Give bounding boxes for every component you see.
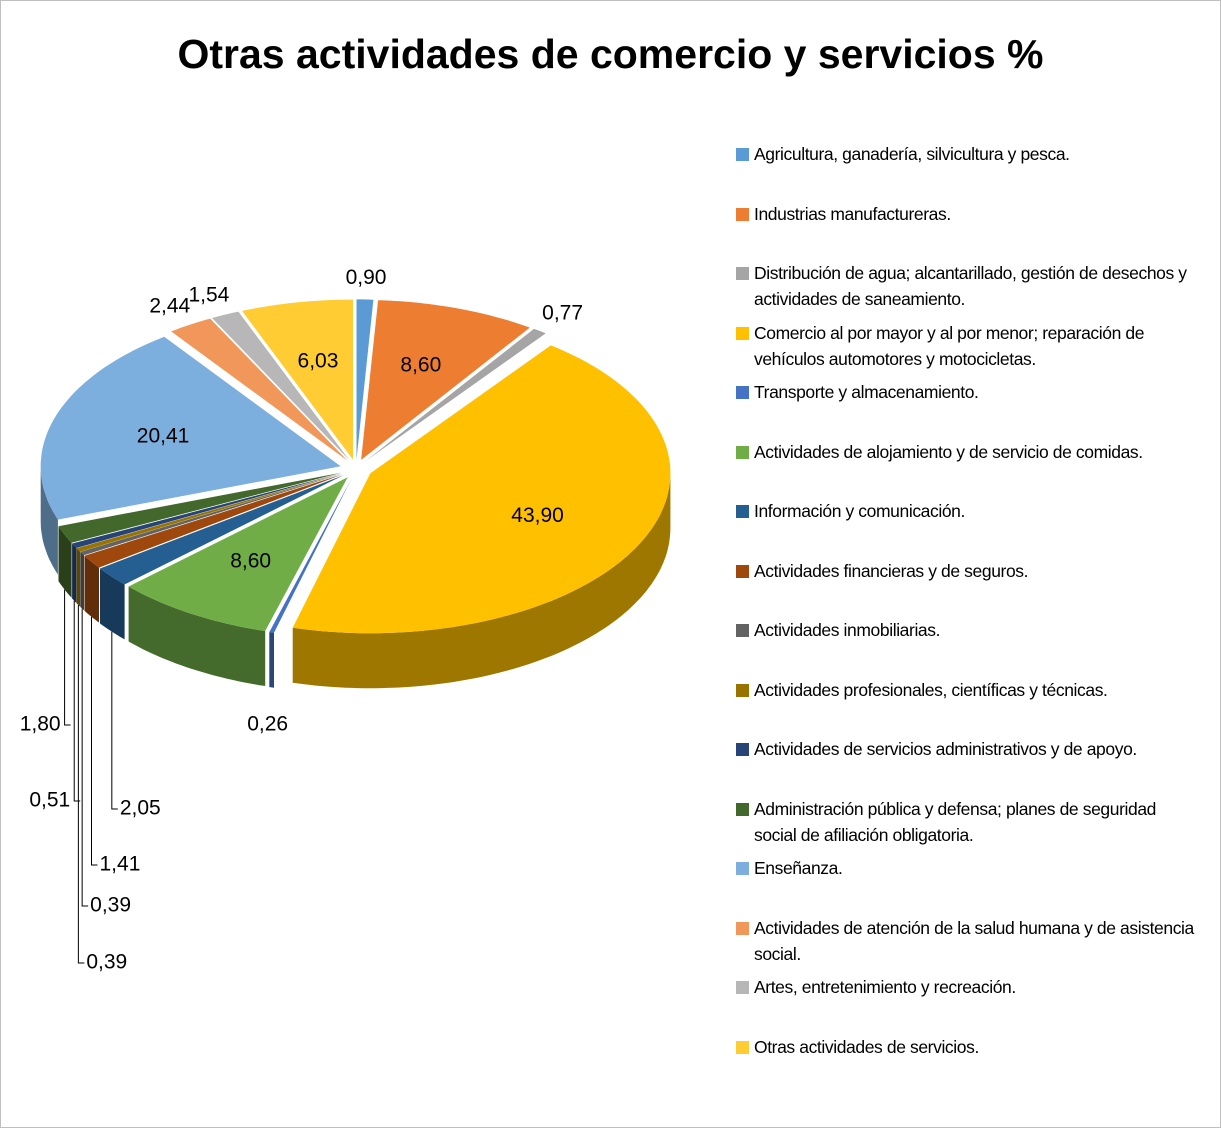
legend-item: Actividades de atención de la salud huma… [736, 915, 1196, 967]
leader-line [64, 589, 71, 726]
data-label: 0,39 [90, 894, 131, 917]
legend-swatch [736, 921, 749, 935]
slice-side [269, 632, 274, 688]
slice [242, 299, 353, 460]
data-label: 2,05 [120, 797, 161, 820]
slice [72, 473, 342, 548]
data-label: 0,90 [346, 266, 387, 289]
legend-label: Transporte y almacenamiento. [754, 382, 979, 402]
slice-side [76, 548, 81, 607]
leader-line [81, 608, 89, 907]
data-label: 2,44 [149, 294, 190, 317]
leader-line [111, 631, 118, 810]
legend-item: Industrias manufactureras. [736, 201, 1196, 227]
legend-item: Transporte y almacenamiento. [736, 379, 1196, 405]
legend-swatch [736, 981, 749, 994]
legend-swatch [736, 624, 749, 637]
legend-item: Actividades de alojamiento y de servicio… [736, 439, 1196, 465]
legend-item: Información y comunicación. [736, 498, 1196, 524]
legend-swatch [736, 505, 749, 518]
legend-swatch [736, 326, 749, 340]
data-label: 1,80 [20, 713, 61, 736]
legend-swatch [736, 564, 749, 578]
legend-label: Agricultura, ganadería, silvicultura y p… [754, 144, 1070, 164]
legend-swatch [736, 1040, 749, 1054]
legend-swatch [736, 445, 749, 459]
leader-line [77, 605, 85, 964]
legend-swatch [736, 802, 749, 816]
legend-swatch [736, 207, 749, 221]
legend-label: Distribución de agua; alcantarillado, ge… [754, 263, 1187, 309]
legend-label: Actividades de alojamiento y de servicio… [754, 441, 1143, 462]
slice [292, 345, 671, 634]
legend-label: Información y comunicación. [754, 501, 965, 521]
slice [365, 328, 546, 462]
slice [58, 472, 342, 543]
pie-area: 0,90 8,60 0,77 43,90 0,26 8,60 2,05 1,41 0,39 0,3… [20, 266, 671, 974]
data-label: 6,03 [298, 350, 339, 373]
slice [76, 473, 342, 552]
legend-item: Comercio al por mayor y al por menor; re… [736, 320, 1196, 372]
data-label: 0,39 [86, 951, 127, 974]
legend-item: Actividades inmobiliarias. [736, 617, 1196, 643]
slice-side [80, 551, 84, 611]
data-label: 8,60 [230, 549, 271, 572]
data-label: 1,54 [188, 283, 229, 306]
slice-side [292, 473, 671, 689]
data-label: 20,41 [137, 424, 190, 447]
slice [212, 311, 350, 461]
leader-line [91, 616, 98, 866]
legend-label: Actividades financieras y de seguros. [754, 560, 1029, 581]
slice-side [128, 586, 266, 686]
legend-label: Actividades inmobiliarias. [754, 620, 941, 640]
legend-label: Otras actividades de servicios. [754, 1036, 979, 1057]
legend-item: Distribución de agua; alcantarillado, ge… [736, 260, 1196, 312]
legend-swatch [736, 862, 749, 875]
data-label: 1,41 [100, 853, 141, 876]
legend-label: Industrias manufactureras. [754, 203, 951, 224]
legend-item: Actividades profesionales, científicas y… [736, 677, 1196, 703]
slice-side [84, 555, 99, 623]
slice [269, 478, 352, 633]
legend-item: Agricultura, ganadería, silvicultura y p… [736, 141, 1196, 167]
legend-label: Actividades de servicios administrativos… [754, 739, 1137, 759]
slice [356, 299, 374, 460]
data-label: 0,26 [247, 713, 288, 736]
slice [171, 318, 348, 461]
legend-swatch [736, 267, 749, 280]
legend-item: Actividades de servicios administrativos… [736, 736, 1196, 762]
legend-item: Administración pública y defensa; planes… [736, 796, 1196, 848]
slice [80, 473, 343, 556]
slice-side [40, 466, 58, 575]
slice [40, 336, 341, 520]
legend-swatch [736, 386, 749, 399]
slice-side [100, 568, 125, 640]
legend-label: Administración pública y defensa; planes… [754, 798, 1156, 845]
legend-label: Comercio al por mayor y al por menor; re… [754, 322, 1145, 369]
legend-swatch [736, 683, 749, 697]
slice-side [58, 526, 72, 598]
slice [84, 474, 343, 568]
legend-item: Otras actividades de servicios. [736, 1034, 1196, 1060]
leader-line [73, 600, 81, 802]
data-label: 43,90 [511, 504, 564, 527]
data-label: 0,51 [29, 789, 70, 812]
legend-item: Enseñanza. [736, 855, 1196, 881]
legend-label: Enseñanza. [754, 858, 843, 878]
data-label: 0,77 [542, 302, 583, 325]
slice [128, 477, 348, 631]
data-label: 8,60 [400, 354, 441, 377]
legend-item: Actividades financieras y de seguros. [736, 558, 1196, 584]
slice [361, 300, 530, 460]
legend-item: Artes, entretenimiento y recreación. [736, 974, 1196, 1000]
legend-label: Actividades de atención de la salud huma… [754, 917, 1194, 964]
chart-title: Otras actividades de comercio y servicio… [177, 31, 1044, 77]
legend-label: Artes, entretenimiento y recreación. [754, 977, 1016, 997]
slice [100, 475, 344, 585]
legend-swatch [736, 743, 749, 756]
legend-label: Actividades profesionales, científicas y… [754, 679, 1108, 700]
legend-swatch [736, 148, 749, 161]
slice-side [72, 543, 77, 603]
